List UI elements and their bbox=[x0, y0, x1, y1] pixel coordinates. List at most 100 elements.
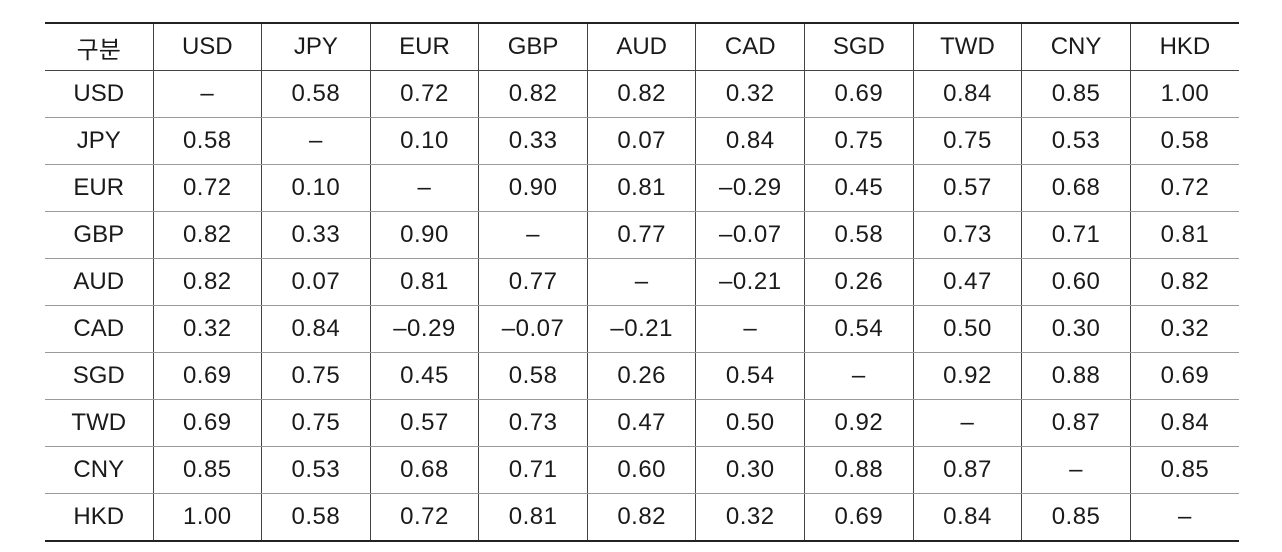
table-cell: 0.92 bbox=[912, 352, 1022, 400]
table-cell: 0.81 bbox=[1129, 211, 1239, 259]
table-row: CAD 0.32 0.84 –0.29 –0.07 –0.21–0.54 0.50 0.30 0… bbox=[45, 305, 1239, 353]
table-cell: 0.75 bbox=[804, 117, 914, 165]
table-cell: 0.72 bbox=[152, 164, 262, 212]
table-row: TWD 0.69 0.75 0.57 0.73 0.47 0.50 0.92–0.87 0.84 bbox=[45, 399, 1239, 447]
table-cell: 0.10 bbox=[369, 117, 479, 165]
table-cell: 0.69 bbox=[152, 352, 262, 400]
table-cell: –0.29 bbox=[695, 164, 805, 212]
column-header: TWD bbox=[912, 22, 1022, 71]
table-cell: 0.75 bbox=[912, 117, 1022, 165]
table-cell: –0.07 bbox=[478, 305, 588, 353]
table-cell: 0.90 bbox=[369, 211, 479, 259]
table-cell: 0.69 bbox=[152, 399, 262, 447]
table-cell: 0.81 bbox=[586, 164, 696, 212]
table-cell: 0.72 bbox=[1129, 164, 1239, 212]
table-cell: 0.88 bbox=[804, 446, 914, 494]
table-row: CNY 0.85 0.53 0.68 0.71 0.60 0.30 0.88 0.87–0.85 bbox=[45, 446, 1239, 494]
column-header: AUD bbox=[586, 22, 696, 71]
table-body: USD –0.58 0.72 0.82 0.82 0.32 0.69 0.84 0.85 1.00… bbox=[45, 70, 1239, 542]
table-cell: 0.77 bbox=[478, 258, 588, 306]
column-header: GBP bbox=[478, 22, 588, 71]
table-cell: – bbox=[586, 258, 696, 306]
table-cell: 0.54 bbox=[695, 352, 805, 400]
table-cell: 0.88 bbox=[1021, 352, 1131, 400]
row-header: USD bbox=[45, 70, 153, 118]
column-header: EUR bbox=[369, 22, 479, 71]
table-cell: 0.85 bbox=[1129, 446, 1239, 494]
correlation-table: 구분 USD JPY EUR GBP AUD CAD SGD TWD CNY H… bbox=[45, 22, 1239, 542]
column-header: USD bbox=[152, 22, 262, 71]
table-cell: – bbox=[1129, 493, 1239, 542]
table-cell: –0.21 bbox=[695, 258, 805, 306]
table-cell: 0.84 bbox=[261, 305, 371, 353]
table-cell: 0.82 bbox=[152, 211, 262, 259]
table-cell: 0.54 bbox=[804, 305, 914, 353]
column-header: SGD bbox=[804, 22, 914, 71]
table-cell: 0.32 bbox=[695, 70, 805, 118]
table-cell: 0.30 bbox=[1021, 305, 1131, 353]
column-header: HKD bbox=[1129, 22, 1239, 71]
row-header: HKD bbox=[45, 493, 153, 542]
table-row: HKD 1.00 0.58 0.72 0.81 0.82 0.32 0.69 0.84 0.85– bbox=[45, 493, 1239, 542]
table-cell: 0.50 bbox=[695, 399, 805, 447]
column-header: JPY bbox=[261, 22, 371, 71]
table-cell: 0.85 bbox=[1021, 493, 1131, 542]
table-cell: 0.92 bbox=[804, 399, 914, 447]
row-header: SGD bbox=[45, 352, 153, 400]
column-header: CAD bbox=[695, 22, 805, 71]
table-cell: –0.29 bbox=[369, 305, 479, 353]
table-cell: 1.00 bbox=[1129, 70, 1239, 118]
table-cell: 0.75 bbox=[261, 352, 371, 400]
table-cell: – bbox=[804, 352, 914, 400]
table-cell: – bbox=[478, 211, 588, 259]
table-cell: 0.33 bbox=[478, 117, 588, 165]
table-cell: 0.84 bbox=[912, 70, 1022, 118]
table-cell: 0.58 bbox=[152, 117, 262, 165]
table-cell: – bbox=[695, 305, 805, 353]
table-cell: – bbox=[369, 164, 479, 212]
table-cell: – bbox=[152, 70, 262, 118]
row-header: GBP bbox=[45, 211, 153, 259]
table-row: USD –0.58 0.72 0.82 0.82 0.32 0.69 0.84 0.85 1.00 bbox=[45, 70, 1239, 118]
row-header: CAD bbox=[45, 305, 153, 353]
corner-label: 구분 bbox=[45, 22, 153, 71]
table-cell: 0.58 bbox=[804, 211, 914, 259]
table-cell: 0.26 bbox=[586, 352, 696, 400]
table-cell: 0.84 bbox=[695, 117, 805, 165]
table-header: 구분 USD JPY EUR GBP AUD CAD SGD TWD CNY H… bbox=[45, 22, 1239, 71]
table-cell: 0.82 bbox=[1129, 258, 1239, 306]
table-cell: 0.53 bbox=[1021, 117, 1131, 165]
row-header: CNY bbox=[45, 446, 153, 494]
table-cell: – bbox=[1021, 446, 1131, 494]
table-cell: 0.07 bbox=[586, 117, 696, 165]
table-cell: – bbox=[261, 117, 371, 165]
table-cell: 0.32 bbox=[1129, 305, 1239, 353]
table-cell: 0.57 bbox=[912, 164, 1022, 212]
table-row: EUR 0.72 0.10–0.90 0.81 –0.29 0.45 0.57 0.68 0.7… bbox=[45, 164, 1239, 212]
table-cell: 0.33 bbox=[261, 211, 371, 259]
table-cell: –0.07 bbox=[695, 211, 805, 259]
table-cell: 0.90 bbox=[478, 164, 588, 212]
table-cell: 0.71 bbox=[478, 446, 588, 494]
table-cell: 0.69 bbox=[1129, 352, 1239, 400]
row-header: EUR bbox=[45, 164, 153, 212]
table-cell: 0.60 bbox=[586, 446, 696, 494]
table-cell: 0.82 bbox=[586, 493, 696, 542]
table-cell: 0.07 bbox=[261, 258, 371, 306]
table-cell: 0.81 bbox=[478, 493, 588, 542]
table-cell: 0.72 bbox=[369, 493, 479, 542]
table-cell: 0.32 bbox=[695, 493, 805, 542]
table-cell: 0.82 bbox=[152, 258, 262, 306]
table-cell: 1.00 bbox=[152, 493, 262, 542]
table-row: JPY 0.58–0.10 0.33 0.07 0.84 0.75 0.75 0.53 0.58 bbox=[45, 117, 1239, 165]
table-cell: 0.10 bbox=[261, 164, 371, 212]
table-row: AUD 0.82 0.07 0.81 0.77– –0.21 0.26 0.47 0.60 0.8… bbox=[45, 258, 1239, 306]
table-cell: 0.32 bbox=[152, 305, 262, 353]
table-cell: 0.26 bbox=[804, 258, 914, 306]
table-cell: 0.58 bbox=[478, 352, 588, 400]
table-cell: 0.68 bbox=[1021, 164, 1131, 212]
table-cell: 0.82 bbox=[478, 70, 588, 118]
table-cell: 0.84 bbox=[1129, 399, 1239, 447]
table-cell: 0.82 bbox=[586, 70, 696, 118]
table-cell: 0.87 bbox=[1021, 399, 1131, 447]
